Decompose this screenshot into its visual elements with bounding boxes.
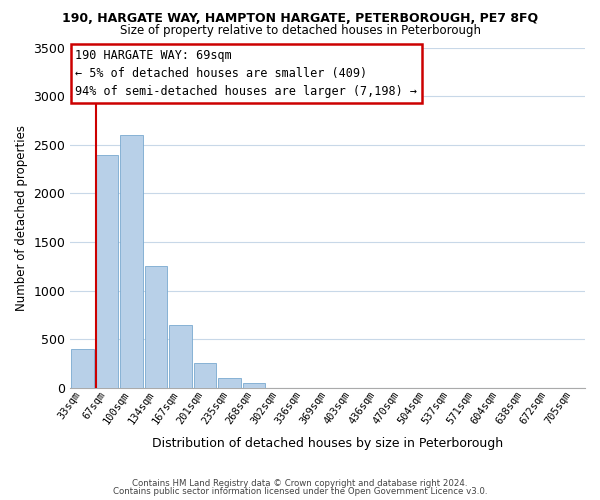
Bar xyxy=(145,266,167,388)
Bar xyxy=(120,135,143,388)
Text: 190, HARGATE WAY, HAMPTON HARGATE, PETERBOROUGH, PE7 8FQ: 190, HARGATE WAY, HAMPTON HARGATE, PETER… xyxy=(62,12,538,26)
X-axis label: Distribution of detached houses by size in Peterborough: Distribution of detached houses by size … xyxy=(152,437,503,450)
Text: Size of property relative to detached houses in Peterborough: Size of property relative to detached ho… xyxy=(119,24,481,37)
Bar xyxy=(218,378,241,388)
Bar xyxy=(96,154,118,388)
Bar xyxy=(71,349,94,388)
Text: Contains HM Land Registry data © Crown copyright and database right 2024.: Contains HM Land Registry data © Crown c… xyxy=(132,478,468,488)
Bar xyxy=(194,362,217,388)
Bar xyxy=(243,383,265,388)
Text: Contains public sector information licensed under the Open Government Licence v3: Contains public sector information licen… xyxy=(113,487,487,496)
Bar xyxy=(169,325,192,388)
Y-axis label: Number of detached properties: Number of detached properties xyxy=(15,125,28,311)
Text: 190 HARGATE WAY: 69sqm
← 5% of detached houses are smaller (409)
94% of semi-det: 190 HARGATE WAY: 69sqm ← 5% of detached … xyxy=(76,49,418,98)
